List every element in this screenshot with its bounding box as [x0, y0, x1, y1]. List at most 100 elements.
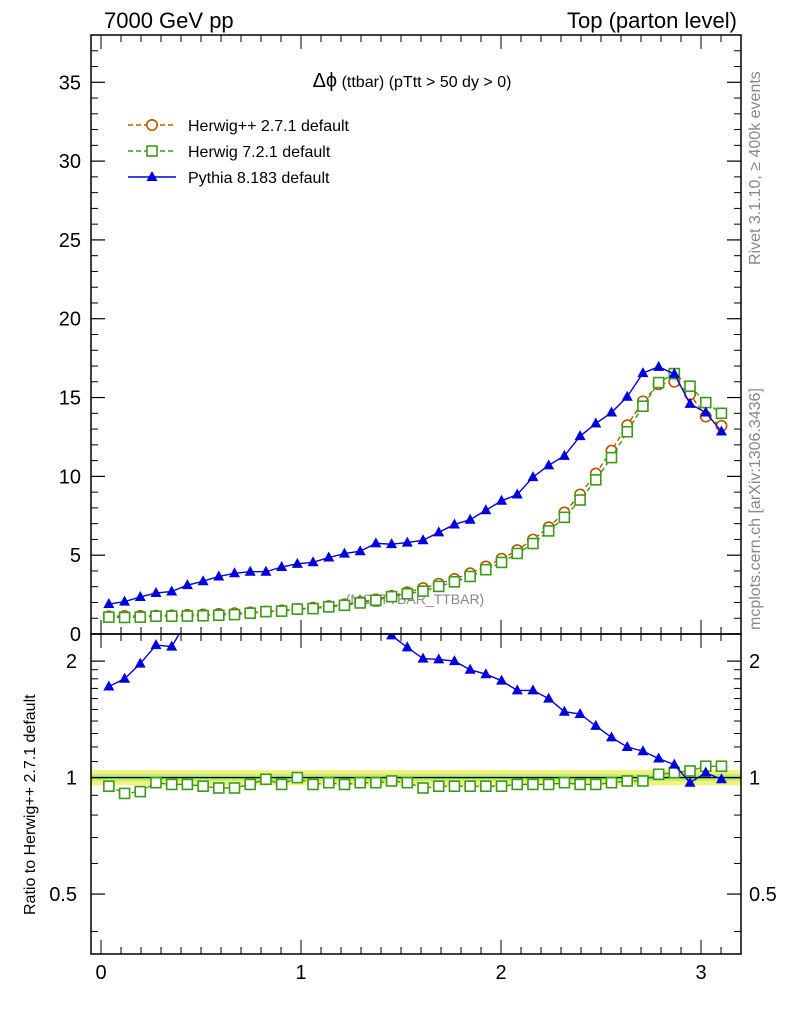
- ratio-data-point: [118, 787, 131, 800]
- ratio-data-point: [213, 782, 225, 794]
- data-point: [653, 360, 665, 371]
- main-axis-ticks: 0 5 10 15 20 25 30 35: [59, 34, 742, 646]
- legend-entry-2: Pythia 8.183 default: [128, 170, 330, 187]
- data-point: [668, 367, 680, 378]
- ratio-data-point: [119, 672, 131, 683]
- data-point: [386, 538, 398, 549]
- ratio-data-point: [637, 775, 649, 787]
- data-point: [197, 609, 209, 622]
- ratio-data-point: [197, 780, 209, 793]
- ratio-data-point: [103, 680, 115, 691]
- data-point: [558, 511, 571, 524]
- data-point: [118, 611, 131, 624]
- ratio-data-point: [574, 707, 586, 718]
- ratio-data-point: [245, 593, 256, 603]
- data-point: [181, 610, 194, 622]
- y-tick-label: 30: [59, 151, 81, 173]
- data-point: [574, 494, 586, 506]
- legend: Herwig++ 2.7.1 default Herwig 7.2.1 defau…: [128, 118, 350, 187]
- ratio-data-point: [668, 758, 680, 769]
- ratio-data-point: [291, 771, 304, 784]
- ratio-data-point: [464, 780, 476, 793]
- data-point: [637, 400, 649, 413]
- data-point: [464, 570, 476, 583]
- data-point: [401, 588, 414, 600]
- data-point: [417, 585, 429, 597]
- data-point: [213, 570, 225, 581]
- energy-label: 7000 GeV pp: [104, 8, 234, 33]
- ratio-data-point: [684, 765, 696, 777]
- ratio-data-point: [700, 766, 712, 777]
- ratio-y-tick-label-right: 1: [749, 768, 760, 790]
- data-point: [354, 597, 366, 609]
- data-point: [165, 610, 178, 622]
- data-point: [606, 406, 617, 417]
- data-point: [574, 430, 586, 441]
- ratio-data-point: [166, 640, 178, 651]
- data-point: [684, 397, 696, 408]
- main-plot-panel: 0 5 10 15 20 25 30 35 (MC_TTBAR_TTBAR) Δϕ (ttba…: [59, 34, 742, 646]
- process-label: Top (parton level): [567, 8, 737, 33]
- ratio-data-point: [181, 778, 194, 791]
- data-point: [558, 449, 570, 460]
- data-point: [291, 557, 303, 568]
- ratio-data-point: [275, 778, 288, 791]
- data-point: [150, 610, 162, 622]
- y-tick-label: 20: [59, 309, 81, 331]
- ratio-data-point: [464, 663, 476, 674]
- data-point: [307, 602, 319, 615]
- ratio-data-point: [322, 776, 335, 789]
- ratio-data-point: [260, 773, 272, 786]
- data-point: [605, 451, 618, 464]
- ratio-data-point: [433, 653, 445, 664]
- ratio-data-point: [606, 731, 617, 742]
- main-series-group: [102, 360, 728, 624]
- legend-label: Herwig 7.2.1 default: [188, 144, 331, 161]
- data-point: [228, 608, 241, 621]
- ratio-data-point: [590, 719, 602, 730]
- data-point: [244, 565, 256, 576]
- series-line: [108, 372, 722, 619]
- ratio-series-0: [103, 760, 728, 800]
- ratio-data-point: [134, 657, 146, 668]
- ratio-data-point: [511, 684, 523, 695]
- data-point: [134, 590, 146, 601]
- ratio-y-axis-label: Ratio to Herwig++ 2.7.1 default: [22, 694, 39, 915]
- ratio-data-point: [401, 641, 413, 652]
- plot-title: Δϕ (ttbar) (pTtt > 50 dy > 0): [313, 70, 512, 92]
- data-point: [370, 594, 382, 607]
- data-point: [684, 380, 696, 393]
- series-line: [108, 366, 722, 605]
- data-point: [401, 536, 413, 547]
- ratio-data-point: [715, 773, 727, 784]
- ratio-data-point: [480, 668, 492, 679]
- ratio-axis-ticks: 0.5 0.5 1 1 2 2 0 1 2 3: [49, 634, 777, 984]
- legend-label: Herwig++ 2.7.1 default: [188, 118, 350, 135]
- ratio-data-point: [589, 778, 602, 791]
- x-tick-label: 3: [695, 962, 706, 984]
- y-tick-label: 5: [70, 545, 81, 567]
- ratio-plot-frame: [90, 633, 742, 955]
- data-point: [700, 406, 712, 417]
- series-line: [108, 381, 722, 618]
- data-point: [652, 376, 665, 389]
- ratio-series-line: [108, 634, 722, 784]
- data-point: [323, 551, 335, 562]
- data-point: [417, 534, 429, 545]
- legend-entry-1: Herwig 7.2.1 default: [128, 144, 331, 161]
- data-point: [385, 590, 398, 603]
- ratio-data-point: [558, 776, 571, 789]
- data-point: [590, 417, 602, 428]
- ratio-data-point: [511, 778, 524, 791]
- data-point: [276, 561, 288, 572]
- data-point: [150, 587, 162, 598]
- ratio-data-point: [401, 776, 414, 789]
- data-point: [715, 425, 727, 436]
- ratio-data-point: [229, 590, 240, 600]
- data-point: [291, 603, 304, 615]
- ratio-data-point: [652, 768, 665, 781]
- ratio-series-clip: [103, 590, 728, 800]
- data-point: [464, 513, 476, 524]
- ratio-data-point: [480, 780, 492, 793]
